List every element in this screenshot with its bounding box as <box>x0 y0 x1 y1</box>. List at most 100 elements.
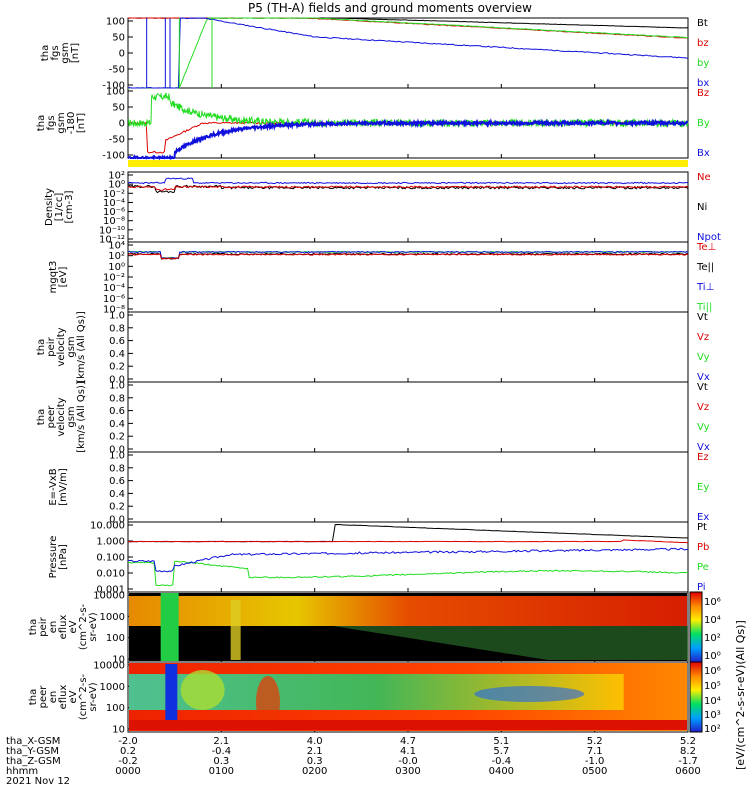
spectrogram-noise <box>333 626 688 660</box>
y-axis-label-line: [cm-3] <box>64 190 75 223</box>
x-row-value: 0.3 <box>307 756 323 767</box>
legend-entry: Vz <box>697 402 709 413</box>
panel-frame <box>127 451 689 523</box>
y-tick-label: 1.0 <box>109 311 125 322</box>
y-tick-label: 0.100 <box>96 553 125 564</box>
y-tick-label: -100 <box>102 151 125 162</box>
by-line <box>128 17 689 89</box>
x-row-value: 4.7 <box>400 736 416 747</box>
y-tick-label: 100 <box>106 703 125 714</box>
y-axis-label-line: E=-VxB <box>48 468 59 505</box>
y-tick-label: 0.2 <box>109 502 125 513</box>
y-tick-label: 0.2 <box>109 432 125 443</box>
bx-line <box>127 17 689 89</box>
legend-entry: by <box>697 58 709 69</box>
x-row-value: 0600 <box>675 766 700 777</box>
spectrogram-blob <box>474 686 585 702</box>
legend-entry: bz <box>697 38 709 49</box>
legend-entry: Bx <box>697 148 710 159</box>
y-axis-label-line: velocity <box>56 327 67 366</box>
colorbar-bottom <box>689 661 703 733</box>
y-axis-label-line: peer <box>38 685 49 709</box>
x-row-value: 0.3 <box>213 756 229 767</box>
x-row-value: -0.2 <box>118 756 138 767</box>
y-tick-label: 0.0 <box>109 515 125 526</box>
colorbar-tick: 10³ <box>704 710 721 721</box>
y-axis-label-line: sr-eV) <box>88 612 99 641</box>
y-tick-label: 0 <box>119 119 125 130</box>
y-axis-label-line: Density <box>44 188 55 226</box>
legend-entry: Vx <box>697 442 710 453</box>
y-axis-label-line: gsm <box>60 42 71 63</box>
y-axis-label-line: tha <box>36 409 47 425</box>
y-tick-label: 10⁻⁸ <box>103 305 125 316</box>
x-row-value: 8.2 <box>680 746 696 757</box>
y-tick-label: 0.8 <box>109 323 125 334</box>
x-row-value: 0200 <box>302 766 327 777</box>
y-tick-label: 0.4 <box>109 349 125 360</box>
legend-entry: Npot <box>697 232 721 243</box>
y-axis-label-line: Pressure <box>48 536 59 579</box>
y-axis-label-line: peer <box>46 405 57 429</box>
y-tick-label: 1000 <box>100 612 125 623</box>
x-row-value: -0.0 <box>398 756 418 767</box>
y-tick-label: 50 <box>112 33 125 44</box>
npot-line <box>127 177 689 185</box>
y-axis-label: Pressure [nPa] <box>48 536 69 579</box>
y-axis-label-line: eflux <box>58 615 69 640</box>
legend-entry: Te⊥ <box>696 242 716 253</box>
y-tick-label: 100 <box>106 17 125 28</box>
legend-entry: Vz <box>697 332 709 343</box>
bx-tail-line <box>127 117 689 161</box>
x-row-value: 0500 <box>582 766 607 777</box>
y-tick-label: 10⁰ <box>108 262 125 273</box>
x-row-value: 0400 <box>489 766 514 777</box>
legend-entry: bx <box>697 78 709 89</box>
y-tick-label: -50 <box>109 65 125 76</box>
by-tail-line <box>127 92 689 129</box>
y-tick-label: 0.0 <box>109 375 125 386</box>
y-tick-label: 10.000 <box>90 521 125 532</box>
y-axis-label: E=-VxB [mV/m] <box>48 468 69 506</box>
y-tick-label: -100 <box>102 81 125 92</box>
x-row-value: 2.1 <box>307 746 323 757</box>
colorbar-tick: 10² <box>704 633 721 644</box>
y-tick-label: 0.0 <box>109 445 125 456</box>
y-tick-label: 10² <box>108 171 125 182</box>
legend-entry: Vx <box>697 372 710 383</box>
te-perp-line <box>127 253 689 260</box>
y-axis-label-line: [eV] <box>58 267 69 288</box>
ti-perp-line <box>127 250 689 260</box>
legend-entry: Ey <box>697 482 709 493</box>
y-tick-label: 0.4 <box>109 419 125 430</box>
pi-line <box>127 547 688 573</box>
y-axis-label-line: gsm <box>56 112 67 133</box>
x-row-value: 5.7 <box>493 746 509 757</box>
y-axis-label-line: velocity <box>56 397 67 436</box>
y-axis-label-line: sr-eV) <box>88 682 99 711</box>
y-tick-label: 10⁻¹⁰ <box>99 225 125 236</box>
colorbar-tick: 10⁰ <box>704 651 721 662</box>
y-tick-label: 0.8 <box>109 463 125 474</box>
x-row-label: hhmm <box>6 766 38 777</box>
y-tick-label: 10⁰ <box>108 180 125 191</box>
legend-entry: Pe <box>697 562 709 573</box>
y-tick-label: 50 <box>112 103 125 114</box>
legend-entry: Ti⊥ <box>696 282 714 293</box>
x-row-value: 4.1 <box>400 746 416 757</box>
y-tick-label: -50 <box>109 135 125 146</box>
y-tick-label: 0.001 <box>96 585 125 596</box>
energy-flux-colorbar: 10⁶ 10⁴ 10² 10⁰ 10⁶ 10⁵ 10⁴ 10³ 10² [eV/… <box>689 591 747 770</box>
y-tick-label: 10 <box>112 655 125 666</box>
y-tick-label: 0.4 <box>109 489 125 500</box>
y-tick-label: 10⁻² <box>103 273 125 284</box>
y-tick-label: 0.6 <box>109 406 125 417</box>
y-axis-label-line: (cm^2-s- <box>78 673 89 720</box>
y-axis-label-line: tha <box>28 619 39 635</box>
panel-frame <box>127 311 689 383</box>
colorbar-label: [eV/(cm^2-s-sr-eV)(All Qs)] <box>734 620 747 770</box>
x-row-value: 7.1 <box>587 746 603 757</box>
legend-entry: Bt <box>697 18 708 29</box>
y-axis-label-line: eV <box>68 690 79 703</box>
